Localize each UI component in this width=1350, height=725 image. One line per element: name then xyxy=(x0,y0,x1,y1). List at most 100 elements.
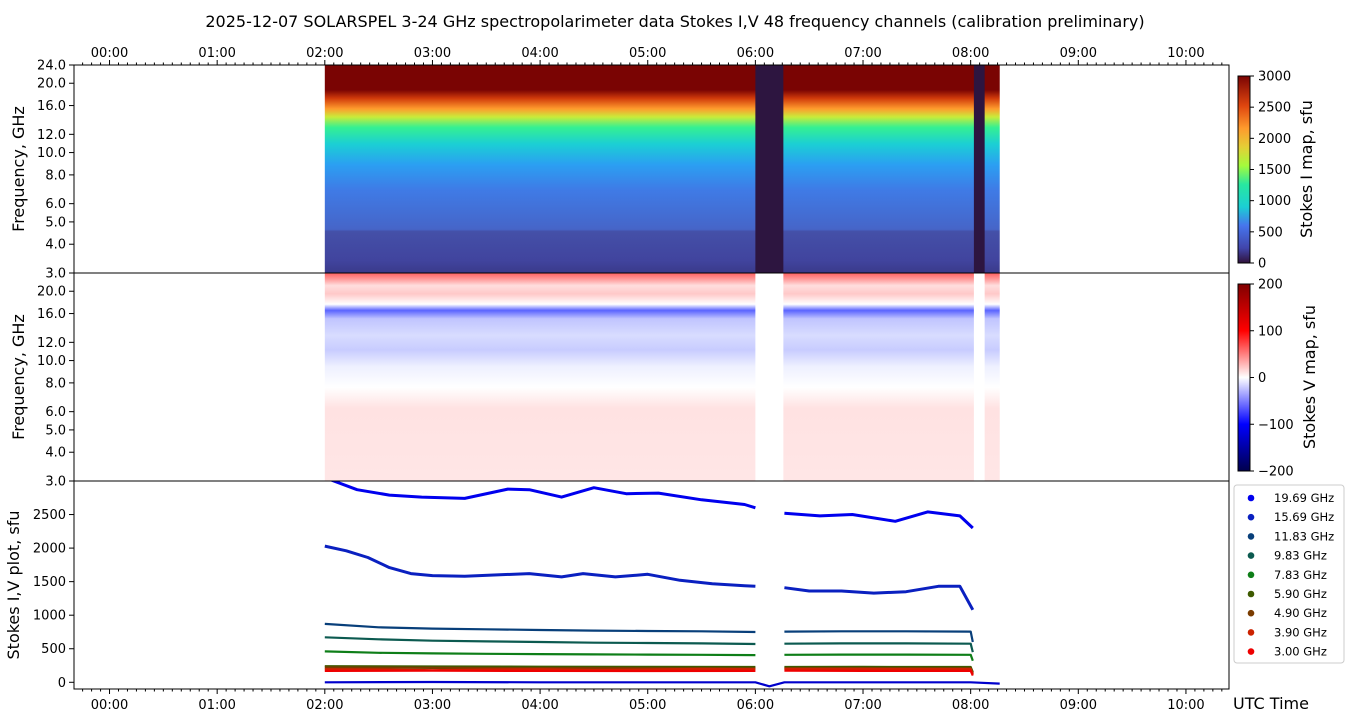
stokes-i-panel: 3.0 4.0 5.0 6.0 8.0 10.0 12.0 16.0 20.0 24.0 00:0… xyxy=(9,46,1230,282)
stokes-i-data-gap xyxy=(973,65,985,273)
colorbar-tick-label: 100 xyxy=(1258,324,1283,339)
colorbar-tick-label: 1000 xyxy=(1258,194,1291,209)
legend-box xyxy=(1233,484,1345,664)
top-time-axis: 00:00 01:00 02:00 03:00 04:00 05:00 06:00 07:00… xyxy=(82,46,1223,65)
freq-tick-label: 8.0 xyxy=(45,168,66,183)
time-tick-label: 03:00 xyxy=(414,46,451,61)
time-tick-label: 09:00 xyxy=(1060,698,1097,713)
figure-title: 2025-12-07 SOLARSPEL 3-24 GHz spectropol… xyxy=(205,12,1144,31)
profiles-panel: 0 500 1000 1500 2000 2500 00:00 01:00 02:00 03:0… xyxy=(4,480,1309,713)
colorbar-tick-label: 2500 xyxy=(1258,101,1291,116)
legend-label: 3.00 GHz xyxy=(1274,645,1327,659)
time-tick-label: 05:00 xyxy=(629,46,666,61)
colorbar-tick-label: −200 xyxy=(1258,465,1294,480)
time-tick-label: 06:00 xyxy=(737,46,774,61)
colorbar-tick-label: 0 xyxy=(1258,371,1266,386)
stokes-i-y-label: Frequency, GHz xyxy=(9,106,28,232)
legend-label: 4.90 GHz xyxy=(1274,606,1327,620)
legend-marker xyxy=(1247,648,1255,655)
series-line-15-69-ghz xyxy=(784,584,975,611)
series-line-7-83-ghz xyxy=(324,650,756,657)
legend-marker xyxy=(1247,590,1255,598)
legend-label: 9.83 GHz xyxy=(1274,549,1327,563)
profiles-axes-frame xyxy=(73,480,1230,690)
series-line-5-90-ghz xyxy=(324,665,756,669)
series-line-19-69-ghz xyxy=(329,481,756,510)
freq-tick-label: 6.0 xyxy=(45,197,66,212)
time-tick-label: 06:00 xyxy=(737,698,774,713)
stokes-v-colorbar-ticks: −200 −100 0 100 200 xyxy=(1250,278,1294,480)
stokes-i-colorbar-ticks: 0 500 1000 1500 2000 2500 3000 xyxy=(1250,70,1291,272)
freq-tick-label: 10.0 xyxy=(37,146,66,161)
stokes-v-data-gap xyxy=(755,273,784,481)
stokes-i-map-fill xyxy=(324,65,1000,273)
sfu-tick-label: 0 xyxy=(58,676,66,691)
legend-marker xyxy=(1247,609,1255,617)
sfu-tick-label: 2500 xyxy=(33,508,66,523)
series-line-19-69-ghz xyxy=(784,510,974,530)
stokes-i-colorbar-gradient xyxy=(1237,75,1251,264)
sfu-tick-label: 2000 xyxy=(33,542,66,557)
colorbar-tick-label: 200 xyxy=(1258,278,1283,293)
stokes-v-y-label: Frequency, GHz xyxy=(9,314,28,440)
freq-tick-label: 16.0 xyxy=(37,99,66,114)
series-line-9-83-ghz xyxy=(784,642,974,653)
legend-marker xyxy=(1247,629,1255,636)
freq-tick-label: 12.0 xyxy=(37,128,66,143)
sfu-tick-label: 1000 xyxy=(33,609,66,624)
time-tick-label: 01:00 xyxy=(198,698,235,713)
freq-tick-label: 5.0 xyxy=(45,215,66,230)
stokes-i-heatmap xyxy=(324,65,1000,273)
freq-tick-label: 3.0 xyxy=(45,267,66,282)
profiles-y-label: Stokes I,V plot, sfu xyxy=(4,511,23,660)
time-tick-label: 04:00 xyxy=(521,698,558,713)
colorbar-tick-label: 0 xyxy=(1258,257,1266,272)
time-tick-label: 05:00 xyxy=(629,698,666,713)
freq-tick-label: 24.0 xyxy=(37,59,66,74)
legend-label: 7.83 GHz xyxy=(1274,568,1327,582)
legend-label: 11.83 GHz xyxy=(1274,529,1334,543)
stokes-v-colorbar-label: Stokes V map, sfu xyxy=(1300,305,1319,449)
series-line-11-83-ghz xyxy=(324,622,756,634)
stokes-v-panel: 3.0 4.0 5.0 6.0 8.0 10.0 12.0 16.0 20.0 Frequenc… xyxy=(9,272,1230,490)
freq-tick-label: 4.0 xyxy=(45,238,66,253)
stokes-v-colorbar-gradient xyxy=(1237,283,1251,472)
stokes-v-data-gap xyxy=(973,273,985,481)
stokes-i-y-ticks: 3.0 4.0 5.0 6.0 8.0 10.0 12.0 16.0 20.0 24.0 xyxy=(37,59,74,282)
time-tick-label: 08:00 xyxy=(952,698,989,713)
stokes-i-data-gap xyxy=(755,65,784,273)
freq-tick-label: 4.0 xyxy=(45,446,66,461)
legend-marker xyxy=(1247,552,1255,559)
freq-tick-label: 8.0 xyxy=(45,376,66,391)
series-line-11-83-ghz xyxy=(784,630,974,643)
legend-label: 19.69 GHz xyxy=(1274,491,1334,505)
x-axis-label: UTC Time xyxy=(1233,694,1309,713)
legend-marker xyxy=(1247,494,1255,502)
series-line-9-83-ghz xyxy=(324,636,756,646)
legend-label: 15.69 GHz xyxy=(1274,510,1334,524)
series-line-3-00-ghz xyxy=(784,669,974,677)
freq-tick-label: 3.0 xyxy=(45,475,66,490)
legend-label: 3.90 GHz xyxy=(1274,625,1327,639)
series-line-15-69-ghz xyxy=(324,544,756,588)
time-tick-label: 00:00 xyxy=(91,698,128,713)
series-line-7-83-ghz xyxy=(784,653,974,662)
profiles-series-group xyxy=(324,481,1000,688)
colorbar-tick-label: −100 xyxy=(1258,418,1294,433)
profiles-scatter xyxy=(324,481,1000,688)
time-tick-label: 07:00 xyxy=(844,698,881,713)
time-tick-label: 10:00 xyxy=(1167,46,1204,61)
legend-marker xyxy=(1247,571,1255,579)
time-tick-label: 03:00 xyxy=(414,698,451,713)
bottom-time-axis: 00:00 01:00 02:00 03:00 04:00 05:00 06:00 07:00… xyxy=(82,689,1223,713)
time-tick-label: 02:00 xyxy=(306,698,343,713)
legend-marker xyxy=(1247,533,1255,540)
time-tick-label: 09:00 xyxy=(1060,46,1097,61)
colorbar-tick-label: 1500 xyxy=(1258,163,1291,178)
time-tick-label: 04:00 xyxy=(521,46,558,61)
freq-tick-label: 20.0 xyxy=(37,285,66,300)
freq-tick-label: 10.0 xyxy=(37,354,66,369)
time-tick-label: 02:00 xyxy=(306,46,343,61)
stokes-i-colorbar-label: Stokes I map, sfu xyxy=(1297,100,1316,238)
